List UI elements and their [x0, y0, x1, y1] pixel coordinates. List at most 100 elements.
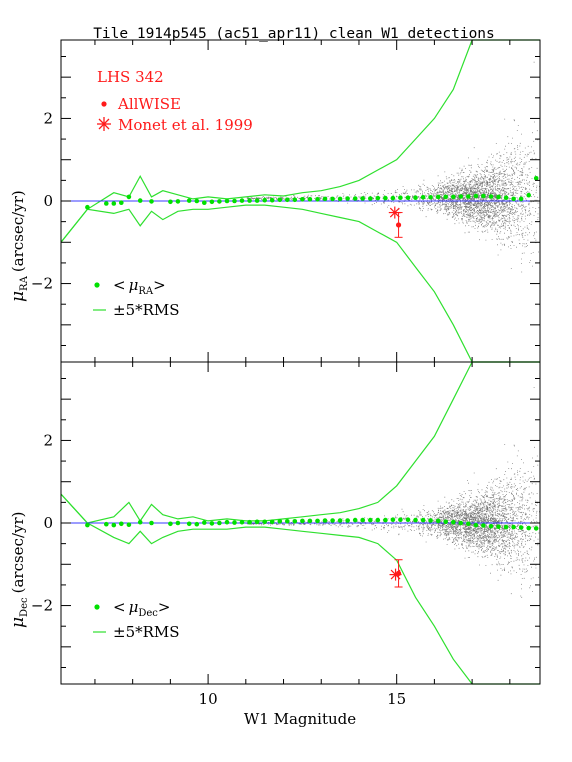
mean-point: [352, 517, 358, 523]
mean-point: [398, 517, 403, 522]
mean-point: [247, 519, 252, 525]
y-tick-label: 2: [43, 431, 53, 449]
mean-point: [360, 196, 366, 201]
y-tick-label: 0: [43, 192, 53, 210]
mean-point: [533, 176, 539, 181]
rms-upper-line: [60, 39, 540, 243]
mean-point: [217, 520, 222, 526]
mean-point: [488, 194, 494, 199]
mean-point: [390, 195, 396, 201]
mean-point: [254, 198, 260, 203]
rms-band-top: [60, 39, 540, 363]
mean-point: [383, 195, 388, 201]
mean-point: [473, 522, 479, 528]
mean-point: [239, 519, 245, 525]
mean-point: [466, 521, 471, 527]
monet-legend-marker: [97, 117, 111, 131]
ticks-top: −2 0 2: [31, 40, 540, 362]
mean-point: [330, 196, 335, 202]
mean-point: [526, 525, 531, 531]
monet-point: [389, 568, 402, 581]
ticks-bottom: −2 0 2 10 15: [31, 362, 540, 708]
mean-point: [232, 198, 237, 204]
mean-point: [315, 197, 320, 202]
rms-band-bottom: [60, 361, 540, 685]
mean-point: [186, 198, 192, 203]
y-axis-label-top: μRA(arcsec/yr): [8, 190, 30, 302]
mean-point: [451, 194, 456, 200]
mean-point: [247, 198, 252, 203]
panel-bottom: −2 0 2 10 15 μDec(arcsec/yr) < μDec> ±5*RMS: [8, 361, 541, 708]
allwise-point: [395, 222, 402, 228]
mean-point: [137, 198, 143, 203]
frame-bottom: [60, 361, 541, 685]
mean-point: [217, 199, 222, 204]
mean-point: [307, 518, 313, 524]
mean-point: [300, 518, 305, 524]
mean-point: [375, 517, 381, 523]
monet-point: [388, 206, 401, 219]
mean-point: [458, 194, 464, 199]
mean-point: [518, 196, 524, 202]
mean-point: [285, 519, 290, 524]
mean-point: [285, 197, 290, 203]
mean-point: [85, 522, 90, 528]
allwise-legend-marker: [101, 101, 107, 107]
mean-point: [209, 199, 215, 205]
mean-point: [262, 197, 268, 203]
mean-point: [300, 197, 305, 202]
mean-point: [262, 519, 268, 525]
allwise-legend-label: AllWISE: [117, 95, 181, 113]
mean-point: [368, 196, 373, 201]
mean-point: [119, 521, 124, 527]
mean-point: [405, 517, 411, 522]
panel-top: −2 0 2 μRA(arcsec/yr) LHS 342 AllWISE Mone…: [8, 39, 541, 363]
mean-point: [85, 204, 90, 210]
mean-point: [413, 195, 418, 200]
mean-point: [375, 195, 381, 201]
mean-point: [209, 521, 215, 526]
mean-point: [168, 521, 173, 527]
mean-point: [269, 519, 275, 525]
mean-point: [345, 518, 350, 523]
mean-point: [503, 524, 509, 530]
mean-point: [175, 199, 181, 204]
mean-point: [149, 520, 154, 526]
y-tick-label: −2: [31, 275, 53, 293]
mean-point: [194, 521, 200, 527]
x-tick-label: 10: [199, 690, 218, 708]
mean-point: [224, 519, 230, 525]
mean-point: [224, 198, 230, 204]
mean-point: [126, 194, 132, 200]
y-tick-label: 2: [43, 109, 53, 127]
mean-point: [428, 518, 433, 523]
mean-point: [518, 525, 524, 530]
mean-point: [533, 526, 539, 531]
mean-point: [368, 517, 373, 523]
mean-legend-marker-top: [94, 282, 100, 288]
mean-point: [330, 518, 335, 523]
mean-point: [254, 519, 260, 525]
mean-legend-label-top: < μRA>: [113, 276, 166, 297]
mean-point: [202, 520, 207, 525]
mean-point: [168, 199, 173, 205]
mean-points-bottom: [85, 517, 539, 531]
mean-point: [466, 194, 471, 199]
mean-point: [405, 195, 411, 200]
y-axis-label-bottom: μDec(arcsec/yr): [8, 511, 30, 628]
mean-point: [137, 519, 143, 525]
monet-legend-label: Monet et al. 1999: [118, 116, 253, 134]
mean-point: [458, 520, 464, 526]
mean-point: [175, 520, 181, 526]
mean-point: [104, 201, 109, 206]
x-tick-label: 15: [387, 690, 406, 708]
chart-title: Tile 1914p545 (ac51_apr11) clean W1 dete…: [93, 26, 495, 42]
mean-point: [307, 197, 313, 202]
lhs342-points-top: [388, 206, 403, 238]
scatter-cloud-bottom: [246, 387, 541, 598]
mean-point: [398, 195, 403, 200]
mean-point: [420, 517, 426, 523]
mean-point: [473, 193, 479, 199]
mean-point: [481, 193, 486, 199]
